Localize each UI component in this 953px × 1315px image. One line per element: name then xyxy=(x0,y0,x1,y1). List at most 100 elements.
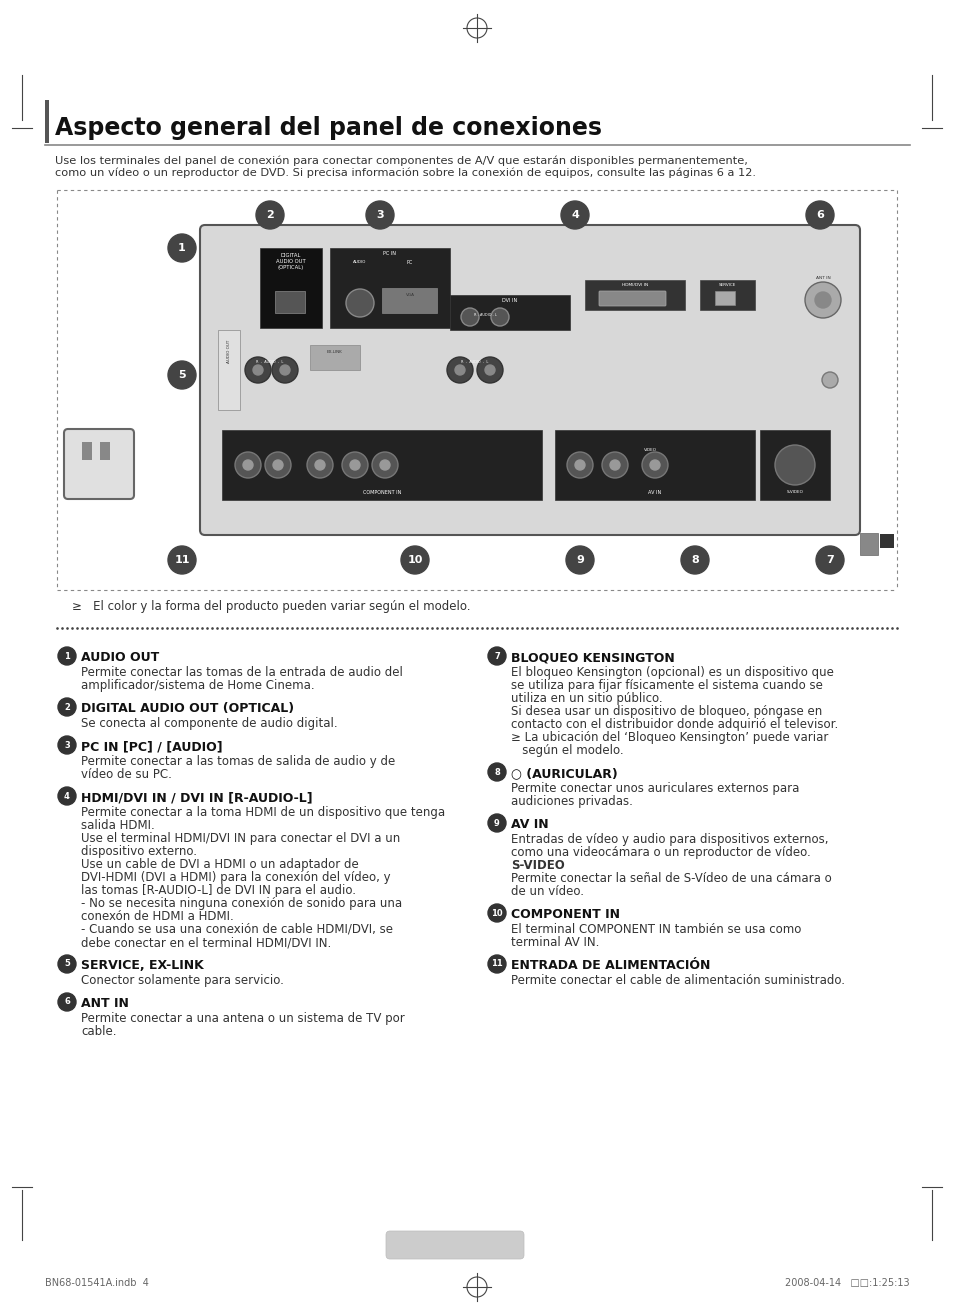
Circle shape xyxy=(346,289,374,317)
Circle shape xyxy=(455,366,464,375)
Bar xyxy=(584,280,684,310)
Circle shape xyxy=(488,955,505,973)
Text: 10: 10 xyxy=(407,555,422,565)
Text: Se conecta al componente de audio digital.: Se conecta al componente de audio digita… xyxy=(81,717,337,730)
Bar xyxy=(555,430,754,500)
Circle shape xyxy=(560,201,588,229)
Text: 7: 7 xyxy=(825,555,833,565)
Circle shape xyxy=(649,460,659,469)
Circle shape xyxy=(280,366,290,375)
Bar xyxy=(82,442,91,460)
Text: 5: 5 xyxy=(64,960,70,969)
Text: Conector solamente para servicio.: Conector solamente para servicio. xyxy=(81,974,284,988)
Text: 1: 1 xyxy=(178,243,186,252)
Text: 6: 6 xyxy=(815,210,823,220)
Circle shape xyxy=(476,356,502,383)
Circle shape xyxy=(350,460,359,469)
Bar xyxy=(330,249,450,327)
Bar xyxy=(879,534,893,548)
Circle shape xyxy=(273,460,283,469)
Circle shape xyxy=(58,698,76,715)
Bar xyxy=(450,295,569,330)
Text: 2008-04-14   □□:1:25:13: 2008-04-14 □□:1:25:13 xyxy=(784,1278,909,1287)
Circle shape xyxy=(168,362,195,389)
Text: Permite conectar la señal de S-Vídeo de una cámara o: Permite conectar la señal de S-Vídeo de … xyxy=(511,872,831,885)
Text: ≥ La ubicación del ‘Bloqueo Kensington’ puede variar: ≥ La ubicación del ‘Bloqueo Kensington’ … xyxy=(511,731,827,744)
Text: R - AUDIO - L: R - AUDIO - L xyxy=(473,313,496,317)
Bar xyxy=(274,291,305,313)
Text: 4: 4 xyxy=(571,210,578,220)
Circle shape xyxy=(58,786,76,805)
Text: debe conectar en el terminal HDMI/DVI IN.: debe conectar en el terminal HDMI/DVI IN… xyxy=(81,936,331,949)
Text: 3: 3 xyxy=(64,740,70,750)
Text: EX-LINK: EX-LINK xyxy=(327,350,342,354)
Circle shape xyxy=(566,452,593,477)
Text: 5: 5 xyxy=(178,370,186,380)
Text: DVI IN: DVI IN xyxy=(502,299,517,302)
Text: BLOQUEO KENSINGTON: BLOQUEO KENSINGTON xyxy=(511,651,674,664)
Text: HDMI/DVI IN: HDMI/DVI IN xyxy=(621,283,647,287)
Text: COMPONENT IN: COMPONENT IN xyxy=(511,907,619,920)
Bar xyxy=(45,100,49,143)
Text: DIGITAL
AUDIO OUT
(OPTICAL): DIGITAL AUDIO OUT (OPTICAL) xyxy=(275,252,306,270)
Text: 2: 2 xyxy=(64,702,70,711)
Text: utiliza en un sitio público.: utiliza en un sitio público. xyxy=(511,692,662,705)
Text: ENTRADA DE ALIMENTACIÓN: ENTRADA DE ALIMENTACIÓN xyxy=(511,959,710,972)
Text: se utiliza para fijar físicamente el sistema cuando se: se utiliza para fijar físicamente el sis… xyxy=(511,679,822,692)
Text: AUDIO: AUDIO xyxy=(353,260,366,264)
Text: 7: 7 xyxy=(494,651,499,660)
Bar xyxy=(760,430,829,500)
Text: Use los terminales del panel de conexión para conectar componentes de A/V que es: Use los terminales del panel de conexión… xyxy=(55,155,755,178)
Text: 11: 11 xyxy=(491,960,502,969)
Text: como una videocámara o un reproductor de vídeo.: como una videocámara o un reproductor de… xyxy=(511,846,810,859)
Text: Si desea usar un dispositivo de bloqueo, póngase en: Si desea usar un dispositivo de bloqueo,… xyxy=(511,705,821,718)
Circle shape xyxy=(366,201,394,229)
Circle shape xyxy=(774,444,814,485)
Text: - Cuando se usa una conexión de cable HDMI/DVI, se: - Cuando se usa una conexión de cable HD… xyxy=(81,923,393,936)
Text: ○ (AURICULAR): ○ (AURICULAR) xyxy=(511,767,618,780)
Text: R  -  AUDIO  -  L: R - AUDIO - L xyxy=(256,360,283,364)
Text: S-VIDEO: S-VIDEO xyxy=(511,859,564,872)
Text: R  -  AUDIO  -  L: R - AUDIO - L xyxy=(461,360,488,364)
Text: 4: 4 xyxy=(64,792,70,801)
Circle shape xyxy=(484,366,495,375)
Text: DVI-HDMI (DVI a HDMI) para la conexión del vídeo, y: DVI-HDMI (DVI a HDMI) para la conexión d… xyxy=(81,871,390,884)
Circle shape xyxy=(460,308,478,326)
Circle shape xyxy=(400,546,429,575)
Text: AUDIO OUT: AUDIO OUT xyxy=(81,651,159,664)
Text: Español - 4: Español - 4 xyxy=(422,1240,487,1253)
Circle shape xyxy=(814,292,830,308)
Circle shape xyxy=(805,201,833,229)
Text: vídeo de su PC.: vídeo de su PC. xyxy=(81,768,172,781)
Text: ANT IN: ANT IN xyxy=(81,997,129,1010)
Text: PC IN: PC IN xyxy=(383,251,396,256)
Text: Use el terminal HDMI/DVI IN para conectar el DVI a un: Use el terminal HDMI/DVI IN para conecta… xyxy=(81,832,400,846)
Text: - No se necesita ninguna conexión de sonido para una: - No se necesita ninguna conexión de son… xyxy=(81,897,402,910)
Text: AUDIO OUT: AUDIO OUT xyxy=(227,341,231,363)
Bar xyxy=(100,442,110,460)
Circle shape xyxy=(168,234,195,262)
Circle shape xyxy=(821,372,837,388)
Text: ANT IN: ANT IN xyxy=(815,276,829,280)
Text: 9: 9 xyxy=(576,555,583,565)
Circle shape xyxy=(488,814,505,832)
Bar xyxy=(218,330,240,410)
Circle shape xyxy=(314,460,325,469)
Text: 11: 11 xyxy=(174,555,190,565)
Circle shape xyxy=(58,647,76,665)
Text: COMPONENT IN: COMPONENT IN xyxy=(362,490,401,494)
Bar xyxy=(381,288,436,313)
Text: dispositivo externo.: dispositivo externo. xyxy=(81,846,196,857)
Circle shape xyxy=(575,460,584,469)
Text: 2: 2 xyxy=(266,210,274,220)
Text: según el modelo.: según el modelo. xyxy=(511,744,623,757)
Circle shape xyxy=(255,201,284,229)
Circle shape xyxy=(641,452,667,477)
Text: SERVICE, EX-LINK: SERVICE, EX-LINK xyxy=(81,959,204,972)
Bar xyxy=(310,345,359,370)
Text: Permite conectar a la toma HDMI de un dispositivo que tenga: Permite conectar a la toma HDMI de un di… xyxy=(81,806,445,819)
Circle shape xyxy=(372,452,397,477)
Text: conexón de HDMI a HDMI.: conexón de HDMI a HDMI. xyxy=(81,910,233,923)
Text: 1: 1 xyxy=(64,651,70,660)
Circle shape xyxy=(565,546,594,575)
